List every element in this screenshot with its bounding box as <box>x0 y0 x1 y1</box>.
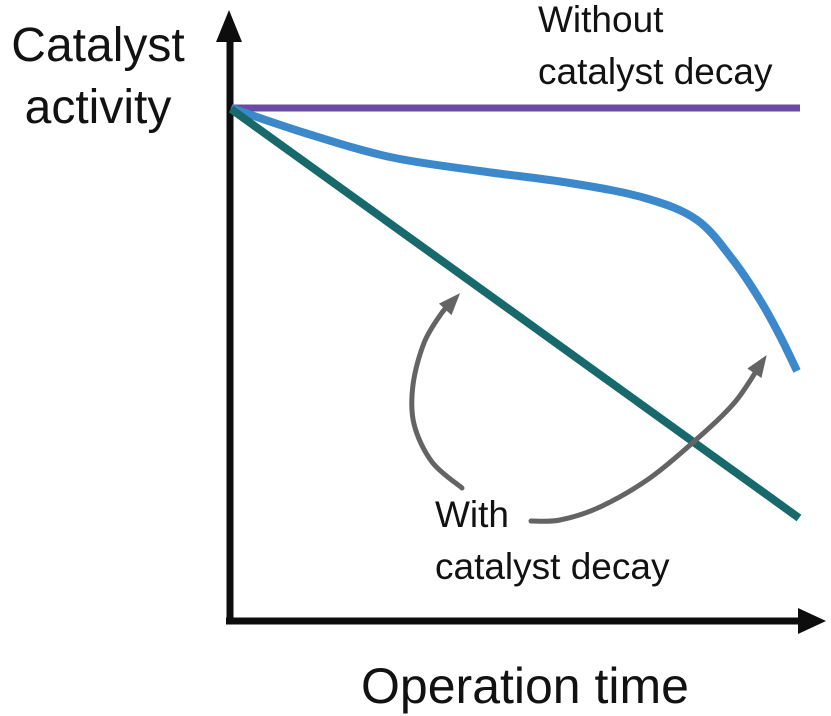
annotation-without-line2: catalyst decay <box>538 51 773 92</box>
series-with-catalyst-decay-curved <box>229 104 801 373</box>
annotation-without-line1: Without <box>538 0 664 40</box>
y-axis-label: Catalyst activity <box>0 15 196 139</box>
y-axis-arrowhead-icon <box>216 10 242 42</box>
arrow-to-linear-decay-line-arrowhead-icon <box>438 293 461 316</box>
arrow-to-curved-decay-line-arrowhead-icon <box>747 355 767 379</box>
arrow-to-linear-decay-line <box>409 299 465 491</box>
series-with-catalyst-decay-linear <box>228 105 802 522</box>
arrow-to-curved-decay-line <box>528 362 763 524</box>
x-axis-label: Operation time <box>361 658 689 714</box>
x-axis-arrowhead-icon <box>798 608 826 634</box>
annotation-with-catalyst-decay: With catalyst decay <box>435 489 669 593</box>
y-axis-label-line2: activity <box>24 81 172 134</box>
annotation-with-line2: catalyst decay <box>435 546 670 587</box>
y-axis-label-line1: Catalyst <box>11 19 185 72</box>
annotation-with-line1: With <box>435 494 509 535</box>
annotation-without-catalyst-decay: Without catalyst decay <box>538 0 772 98</box>
